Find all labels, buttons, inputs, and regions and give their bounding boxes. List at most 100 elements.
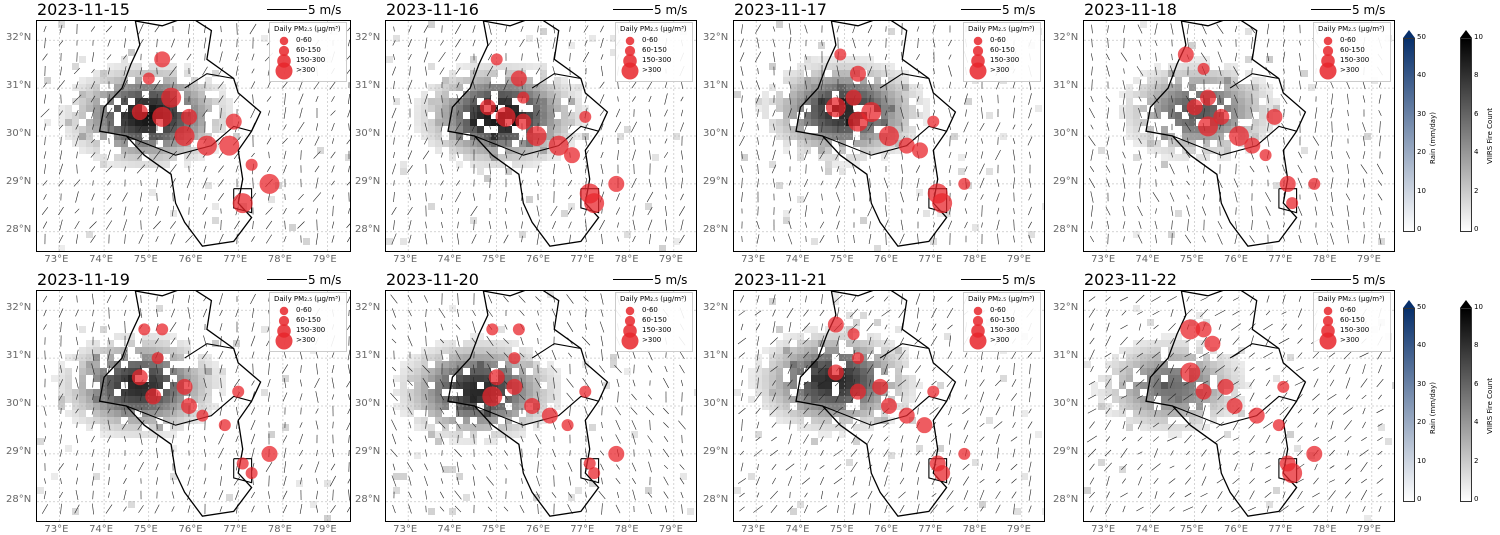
fire-cell <box>93 410 100 417</box>
wind-vector <box>331 96 335 102</box>
wind-vector <box>1029 363 1031 375</box>
fire-cell <box>1119 112 1126 119</box>
fire-cell <box>93 126 100 133</box>
wind-vector <box>124 38 126 48</box>
fire-cell <box>142 333 149 340</box>
fire-cell <box>470 361 477 368</box>
fire-cell <box>1378 238 1385 245</box>
x-tick-label: 73°E <box>741 524 766 535</box>
wind-vector <box>42 221 48 229</box>
fire-cell <box>1203 354 1210 361</box>
fire-cell <box>1168 84 1175 91</box>
fire-cell <box>149 417 156 424</box>
fire-cell <box>624 231 631 238</box>
wind-vector <box>170 122 176 132</box>
fire-cell <box>1217 77 1224 84</box>
fire-cell <box>93 340 100 347</box>
fire-cell <box>1203 140 1210 147</box>
fire-cell <box>505 140 512 147</box>
fire-cell <box>1154 91 1161 98</box>
wind-vector <box>648 109 652 117</box>
wind-vector <box>76 295 78 303</box>
wind-vector <box>457 434 459 444</box>
wind-vector <box>503 234 509 244</box>
wind-vector <box>1136 337 1144 345</box>
legend-entry: 0-60 <box>296 306 312 314</box>
wind-vector <box>665 177 667 189</box>
wind-vector <box>948 477 952 485</box>
fire-cell <box>93 119 100 126</box>
pm25-marker <box>156 323 169 336</box>
fire-cell <box>832 77 839 84</box>
fire-cell <box>916 98 923 105</box>
fire-cell <box>79 133 86 140</box>
fire-cell <box>825 91 832 98</box>
wind-vector <box>869 94 871 104</box>
fire-cell <box>1126 424 1133 431</box>
fire-cell <box>804 91 811 98</box>
fire-cell <box>93 98 100 105</box>
fire-cell <box>804 410 811 417</box>
fire-cell <box>114 140 121 147</box>
wind-vector <box>348 435 350 443</box>
wind-vector <box>283 377 287 389</box>
x-tick-label: 75°E <box>133 254 158 265</box>
fire-cell <box>170 63 177 70</box>
fire-cell <box>163 347 170 354</box>
wind-vector <box>647 394 653 400</box>
wind-vector <box>43 449 47 457</box>
fire-cell <box>149 147 156 154</box>
wind-vector <box>218 81 224 89</box>
wind-vector <box>1013 164 1015 174</box>
fire-cell <box>1231 98 1238 105</box>
wind-vector <box>1184 492 1192 498</box>
fire-cell <box>93 354 100 361</box>
fire-cell <box>762 396 769 403</box>
fire-cell <box>1133 105 1140 112</box>
wind-vector <box>680 109 684 117</box>
wind-vector <box>1345 504 1351 514</box>
wind-vector <box>772 82 776 88</box>
wind-scale-bar <box>267 9 307 10</box>
wind-scale-label: 5 m/s <box>654 3 688 17</box>
fire-cell <box>652 154 659 161</box>
wind-vector <box>155 434 159 444</box>
wind-vector <box>1234 463 1238 471</box>
fire-cell <box>177 119 184 126</box>
wind-vector <box>1138 122 1142 132</box>
wind-vector <box>965 138 967 144</box>
wind-vector <box>425 221 427 229</box>
fire-cell <box>121 333 128 340</box>
fire-cell <box>839 147 846 154</box>
fire-cell <box>804 77 811 84</box>
wind-vector <box>348 165 350 173</box>
wind-vector <box>633 364 635 374</box>
fire-cell <box>554 77 561 84</box>
legend-marker <box>621 332 639 350</box>
fire-cell <box>421 396 428 403</box>
fire-cell <box>1196 91 1203 98</box>
fire-cell <box>748 382 755 389</box>
wind-vector <box>1122 351 1126 359</box>
wind-vector <box>965 109 967 117</box>
fire-cell <box>1245 56 1252 63</box>
pm25-marker <box>847 328 860 341</box>
wind-vector <box>299 350 303 360</box>
fire-cell <box>680 473 687 480</box>
fire-cell <box>881 417 888 424</box>
wind-vector <box>1120 492 1128 498</box>
wind-vector <box>537 152 539 158</box>
wind-vector <box>739 135 745 147</box>
wind-vector <box>521 53 523 61</box>
wind-vector <box>520 491 524 499</box>
fire-cell <box>505 63 512 70</box>
wind-vector <box>1185 339 1191 343</box>
fire-cell <box>421 354 428 361</box>
wind-vector <box>1012 448 1016 458</box>
wind-vector <box>584 94 588 104</box>
x-tick-label: 75°E <box>829 254 854 265</box>
fire-cell <box>825 361 832 368</box>
fire-cell <box>163 147 170 154</box>
fire-cell <box>212 203 219 210</box>
wind-vector <box>803 191 809 203</box>
